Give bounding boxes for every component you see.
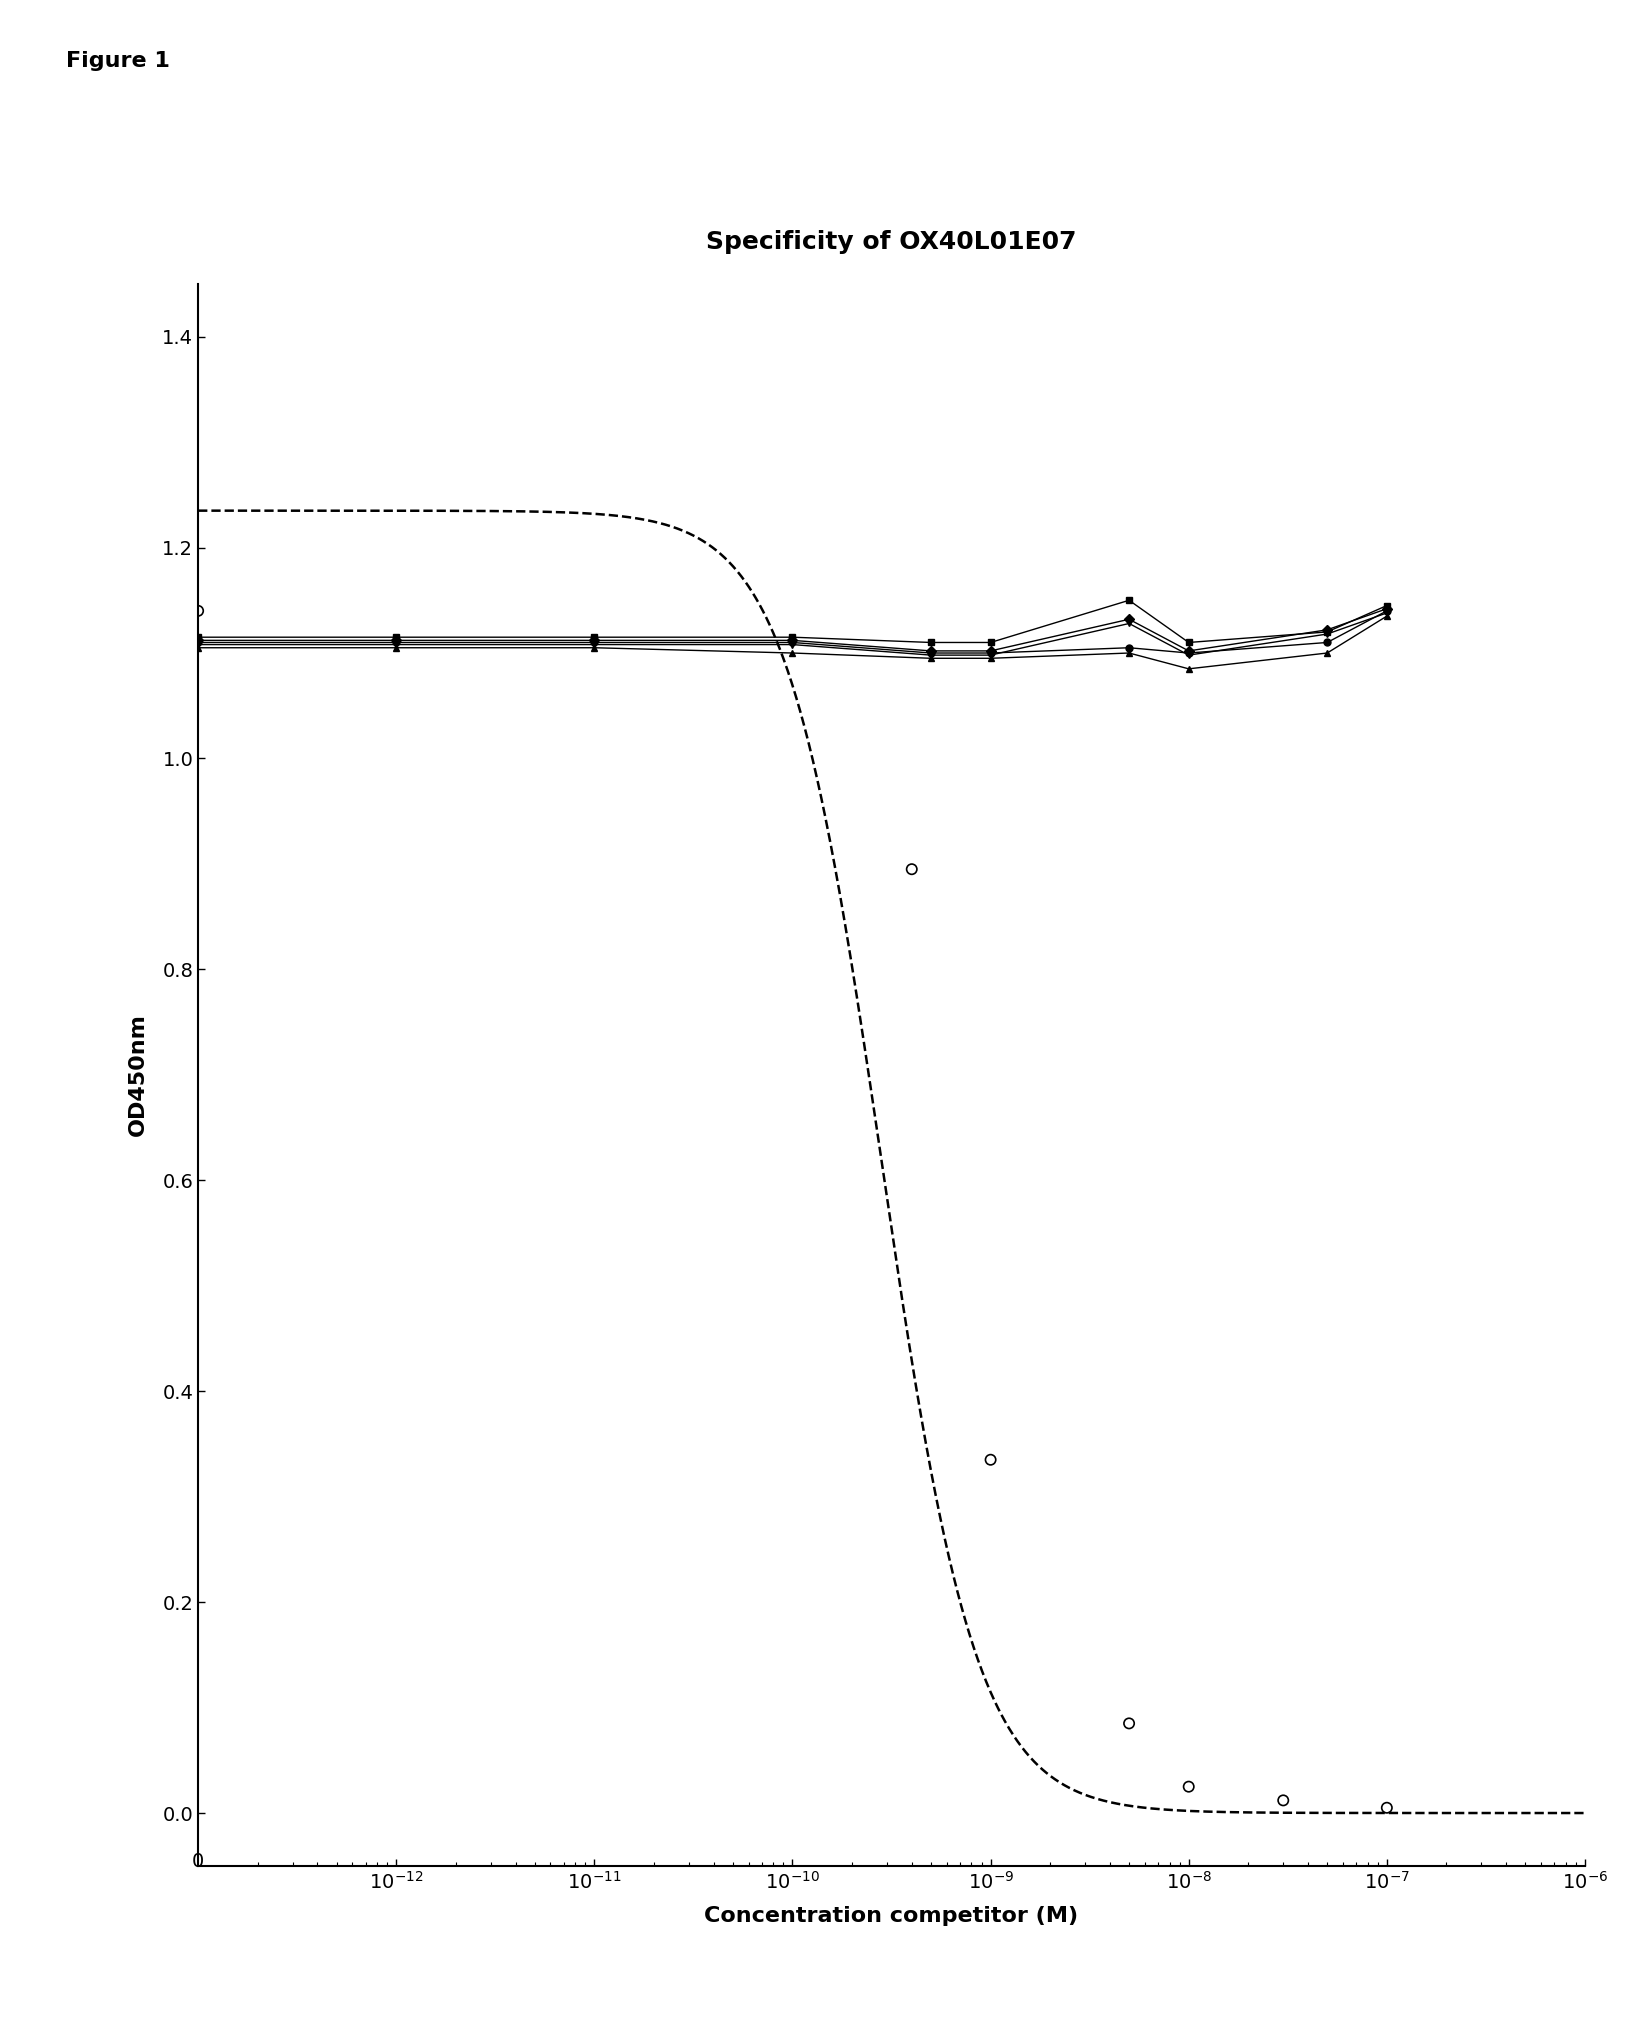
Point — [1176, 1770, 1202, 1803]
Text: 0: 0 — [192, 1852, 205, 1872]
Y-axis label: OD450nm: OD450nm — [129, 1014, 149, 1136]
Point — [1374, 1791, 1400, 1823]
Point — [977, 1444, 1004, 1476]
Point — [1270, 1785, 1296, 1817]
Point — [898, 854, 925, 886]
X-axis label: Concentration competitor (M): Concentration competitor (M) — [705, 1906, 1078, 1927]
Title: Specificity of OX40L01E07: Specificity of OX40L01E07 — [707, 231, 1076, 254]
Point — [1116, 1708, 1142, 1740]
Point — [185, 594, 211, 627]
Text: Figure 1: Figure 1 — [66, 51, 170, 71]
